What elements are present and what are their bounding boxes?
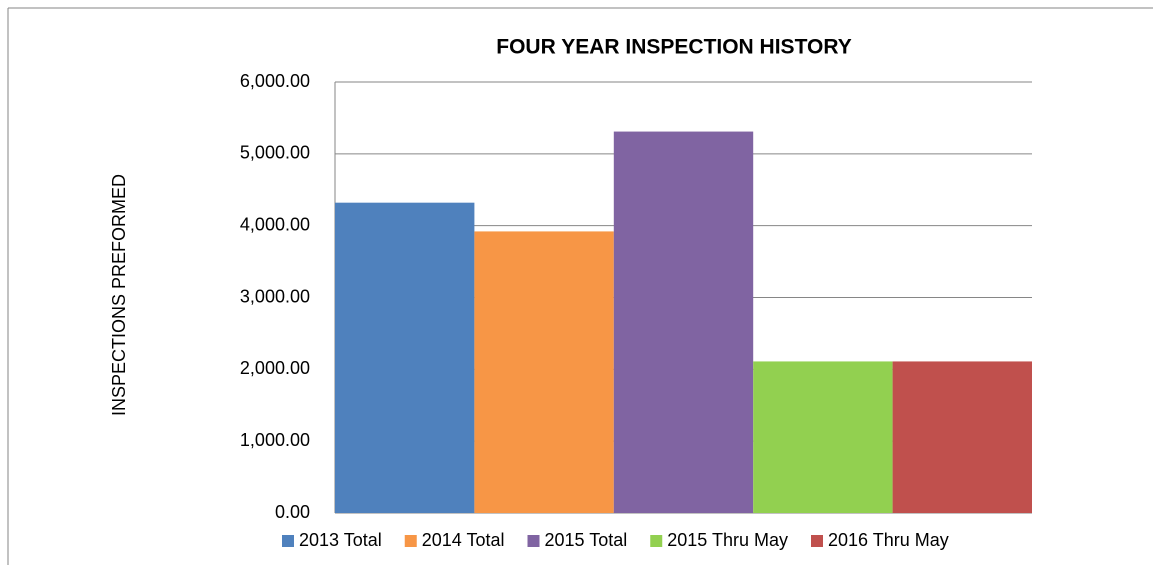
legend-swatch <box>404 535 417 547</box>
bar <box>613 131 754 513</box>
bar <box>474 231 614 513</box>
legend-swatch <box>527 535 540 547</box>
legend-label: 2016 Thru May <box>828 530 949 550</box>
y-tick-label: 2,000.00 <box>240 358 310 378</box>
bar <box>892 361 1032 513</box>
y-tick-label: 3,000.00 <box>240 286 310 306</box>
legend-label: 2015 Thru May <box>667 530 788 550</box>
y-axis-label: INSPECTIONS PREFORMED <box>109 174 129 416</box>
legend-label: 2015 Total <box>545 530 628 550</box>
legend-label: 2014 Total <box>422 530 505 550</box>
legend-swatch <box>650 535 663 547</box>
bar <box>335 202 475 513</box>
y-tick-label: 6,000.00 <box>240 71 310 91</box>
y-tick-label: 1,000.00 <box>240 430 310 450</box>
legend-label: 2013 Total <box>299 530 382 550</box>
y-tick-label: 4,000.00 <box>240 214 310 234</box>
chart-title: FOUR YEAR INSPECTION HISTORY <box>496 36 852 59</box>
y-tick-label: 0.00 <box>275 502 310 522</box>
y-tick-label: 5,000.00 <box>240 143 310 163</box>
legend-swatch <box>282 535 294 547</box>
legend-swatch <box>811 535 823 547</box>
bar <box>753 361 893 513</box>
